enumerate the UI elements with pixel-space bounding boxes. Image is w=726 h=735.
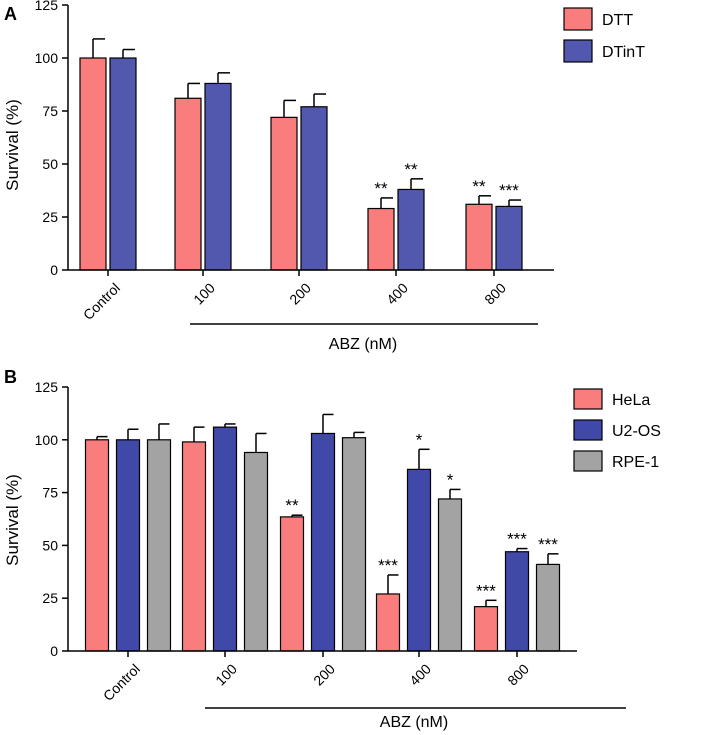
bar <box>79 57 107 271</box>
bar <box>504 551 530 652</box>
significance-label: * <box>447 470 454 489</box>
bar <box>437 498 463 652</box>
legend-swatch <box>563 7 593 31</box>
x-tick-label: 200 <box>310 661 338 689</box>
significance-label: *** <box>476 581 496 600</box>
bar <box>341 437 367 652</box>
bar <box>115 439 141 652</box>
bar <box>367 207 395 271</box>
legend-label: DTinT <box>602 44 645 61</box>
y-tick-label: 50 <box>42 156 58 172</box>
legend-label: RPE-1 <box>612 454 659 471</box>
significance-label: *** <box>378 556 398 575</box>
y-tick-label: 125 <box>35 379 59 395</box>
y-tick-label: 75 <box>42 103 58 119</box>
x-tick-label: 100 <box>190 280 218 308</box>
panel-b-xlabel: ABZ (nM) <box>380 714 448 731</box>
x-tick-label: 800 <box>504 661 532 689</box>
bar <box>473 606 499 652</box>
y-tick-label: 0 <box>50 262 58 278</box>
y-tick-label: 0 <box>50 643 58 659</box>
panel-b-y-axis: 0 25 50 75 100 125 <box>35 379 69 659</box>
bar <box>181 441 207 652</box>
panel-b-x-axis: Control 100 200 400 800 <box>68 650 577 704</box>
bar <box>406 468 432 652</box>
x-tick-label: 400 <box>383 280 411 308</box>
significance-label: *** <box>538 535 558 554</box>
panel-a-ylabel: Survival (%) <box>3 99 22 191</box>
x-tick-label: Control <box>100 661 143 704</box>
significance-label: ** <box>374 179 388 198</box>
y-tick-label: 100 <box>35 50 59 66</box>
bar <box>109 57 137 271</box>
panel-b-ylabel: Survival (%) <box>3 474 22 566</box>
bar <box>84 439 110 652</box>
significance-label: ** <box>285 496 299 515</box>
panel-a-legend: DTT DTinT <box>563 7 645 63</box>
legend-swatch <box>563 39 593 63</box>
bar <box>535 563 561 652</box>
legend-label: U2-OS <box>612 423 661 440</box>
x-tick-label: Control <box>80 280 123 323</box>
bar <box>212 426 238 652</box>
y-tick-label: 25 <box>42 590 58 606</box>
significance-label: * <box>416 430 423 449</box>
panel-a-label: A <box>4 4 17 24</box>
y-tick-label: 100 <box>35 432 59 448</box>
bar <box>243 451 269 652</box>
bar <box>375 593 401 652</box>
significance-label: *** <box>499 181 519 200</box>
bar <box>279 516 305 652</box>
legend-label: HeLa <box>612 392 650 409</box>
y-tick-label: 50 <box>42 537 58 553</box>
y-tick-label: 75 <box>42 485 58 501</box>
significance-label: ** <box>472 177 486 196</box>
panel-b-bars: ************* *** <box>84 413 561 652</box>
significance-label: *** <box>507 530 527 549</box>
y-tick-label: 25 <box>42 209 58 225</box>
bar <box>495 205 523 271</box>
panel-a-x-axis: Control 100 200 400 800 <box>68 269 554 323</box>
x-tick-label: 100 <box>212 661 240 689</box>
x-tick-label: 200 <box>286 280 314 308</box>
bar <box>465 203 493 271</box>
panel-b-legend: HeLa U2-OS RPE-1 <box>573 388 661 472</box>
panel-a-bars: ****** *** <box>79 38 523 271</box>
legend-swatch <box>573 419 603 441</box>
bar <box>270 116 298 271</box>
x-tick-label: 400 <box>406 661 434 689</box>
bar <box>204 82 232 271</box>
legend-swatch <box>573 388 603 410</box>
y-tick-label: 125 <box>35 0 59 13</box>
bar <box>174 97 202 271</box>
legend-label: DTT <box>602 12 633 29</box>
significance-label: ** <box>404 160 418 179</box>
bar <box>397 188 425 271</box>
panel-a-y-axis: 0 25 50 75 100 125 <box>35 0 69 278</box>
x-tick-label: 800 <box>481 280 509 308</box>
panel-a-xlabel: ABZ (nM) <box>329 336 397 353</box>
bar <box>300 106 328 271</box>
bar <box>146 439 172 652</box>
panel-b-label: B <box>4 367 17 387</box>
legend-swatch <box>573 450 603 472</box>
bar <box>310 432 336 652</box>
